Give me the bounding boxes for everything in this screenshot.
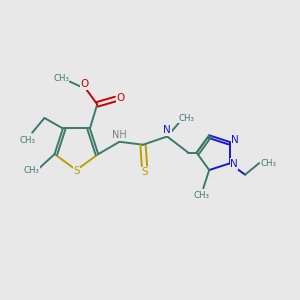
Text: CH₃: CH₃ bbox=[20, 136, 36, 146]
Text: O: O bbox=[81, 79, 89, 89]
Text: N: N bbox=[230, 159, 238, 169]
Text: O: O bbox=[117, 93, 125, 103]
Text: CH₃: CH₃ bbox=[194, 191, 210, 200]
Text: S: S bbox=[73, 167, 80, 176]
Text: N: N bbox=[163, 125, 171, 135]
Text: CH₃: CH₃ bbox=[179, 114, 195, 123]
Text: N: N bbox=[231, 136, 239, 146]
Text: CH₃: CH₃ bbox=[260, 159, 276, 168]
Text: S: S bbox=[141, 167, 148, 177]
Text: CH₃: CH₃ bbox=[23, 166, 39, 175]
Text: CH₃: CH₃ bbox=[53, 74, 69, 83]
Text: NH: NH bbox=[112, 130, 127, 140]
